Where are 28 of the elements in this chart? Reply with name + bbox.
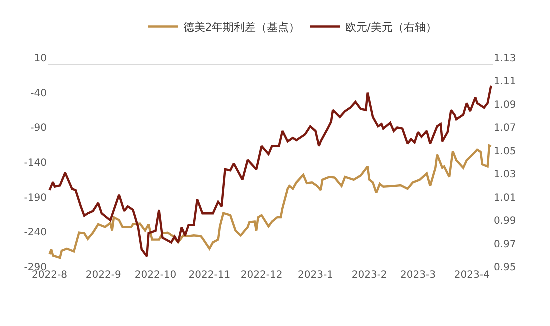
x-tick-label: 2022-12 [240, 270, 283, 281]
y2-tick-label: 0.95 [494, 262, 516, 274]
line-series [48, 144, 492, 260]
y2-tick-label: 1.05 [494, 146, 516, 158]
x-tick-label: 2023-4 [454, 270, 490, 281]
y2-tick-label: 1.07 [494, 123, 516, 134]
y2-tick-label: 1.11 [494, 76, 516, 88]
x-tick-label: 2023-3 [400, 270, 436, 281]
y2-tick-label: 1.13 [494, 54, 516, 64]
x-tick-label: 2023-2 [352, 270, 388, 281]
y-tick-label: -190 [24, 192, 47, 204]
x-tick-label: 2022-10 [134, 270, 177, 281]
y-tick-label: -240 [24, 228, 47, 239]
y2-tick-label: 0.97 [494, 239, 516, 250]
x-tick-label: 2023-1 [298, 270, 334, 281]
y-tick-label: -40 [30, 88, 47, 100]
y-tick-label: -140 [24, 158, 47, 169]
line-series [48, 84, 492, 258]
legend-label: 欧元/美元（右轴） [345, 21, 437, 34]
y2-tick-label: 1.01 [494, 192, 516, 204]
x-tick-label: 2022-9 [86, 270, 122, 281]
y-tick-label: -90 [30, 123, 47, 134]
x-tick-label: 2022-11 [188, 270, 231, 281]
y-tick-label: 10 [34, 54, 47, 64]
legend-label: 德美2年期利差（基点） [183, 21, 300, 34]
y2-tick-label: 1.03 [494, 170, 516, 181]
y2-tick-label: 0.99 [494, 216, 516, 228]
y2-tick-label: 1.09 [494, 100, 516, 111]
